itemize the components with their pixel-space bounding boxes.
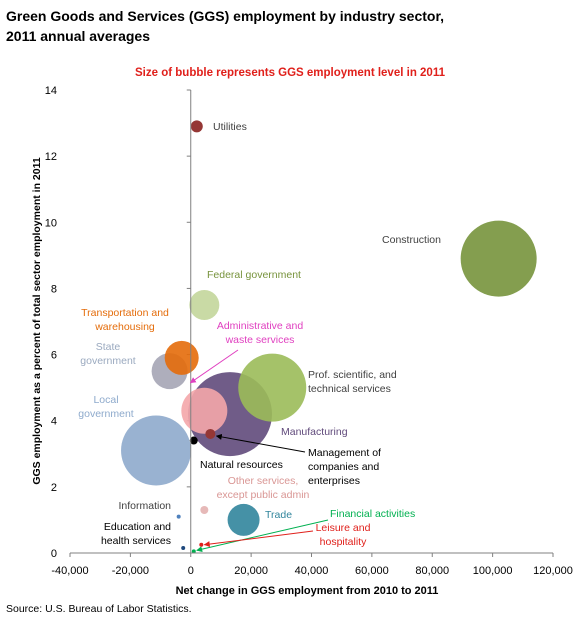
chart-title-line-2: 2011 annual averages — [6, 28, 150, 44]
bubble-label: Federal government — [207, 269, 301, 281]
bubble-point — [460, 220, 537, 297]
bubble-labels: Utilities Construction Federal government T… — [78, 121, 441, 548]
bubble-label: Administrative and waste services — [217, 320, 304, 346]
bubble-point — [191, 549, 196, 554]
bubble-point — [121, 415, 192, 486]
axis-ticks: -40,000 -20,000 0 20,000 40,000 60,000 80,000 1… — [45, 85, 573, 577]
bubble-point — [189, 289, 220, 320]
axes — [70, 90, 553, 554]
bubble-point — [189, 436, 198, 445]
chart-title-line-1: Green Goods and Services (GGS) employmen… — [6, 8, 445, 24]
x-tick-label: 120,000 — [533, 565, 573, 577]
callout-administrative — [189, 349, 239, 384]
x-tick-label: 100,000 — [473, 565, 513, 577]
y-tick-label: 14 — [45, 85, 57, 97]
bubble-label: Manufacturing — [281, 426, 348, 438]
bubble-label: Utilities — [213, 121, 247, 133]
x-tick-label: -40,000 — [51, 565, 88, 577]
bubble-label: Prof. scientific, and technical services — [308, 369, 397, 395]
bubble-point — [176, 514, 181, 519]
y-tick-label: 10 — [45, 217, 57, 229]
bubble-label: Transportation and warehousing — [81, 307, 169, 333]
source-note: Source: U.S. Bureau of Labor Statistics. — [6, 603, 192, 615]
bubble-label: Trade — [265, 509, 292, 521]
bubble-label: Financial activities — [330, 508, 415, 520]
x-tick-label: 20,000 — [234, 565, 268, 577]
callout-financial — [196, 519, 329, 553]
bubble-point — [181, 546, 186, 551]
x-tick-label: 40,000 — [295, 565, 329, 577]
bubble-label: Leisure and hospitality — [316, 522, 371, 548]
x-tick-label: 60,000 — [355, 565, 389, 577]
chart-title: Green Goods and Services (GGS) employmen… — [6, 6, 566, 46]
callout-management — [215, 433, 306, 453]
bubble-point — [164, 340, 199, 375]
x-tick-label: 80,000 — [415, 565, 449, 577]
y-tick-label: 6 — [51, 350, 57, 362]
bubble-chart: Size of bubble represents GGS employment… — [31, 67, 573, 597]
bubble-label: Construction — [382, 234, 441, 246]
callout-leisure — [203, 530, 314, 548]
y-tick-label: 12 — [45, 151, 57, 163]
bubble-label: State government — [80, 341, 136, 367]
y-axis-label: GGS employment as a percent of total sec… — [31, 157, 43, 485]
y-tick-label: 4 — [51, 416, 57, 428]
bubble-label: Natural resources — [200, 459, 283, 471]
x-axis-label: Net change in GGS employment from 2010 t… — [176, 585, 439, 597]
bubble-point — [190, 120, 203, 133]
bubble-point — [181, 387, 228, 434]
bubble-point — [227, 503, 260, 536]
callouts — [189, 349, 329, 553]
bubble-point — [205, 428, 216, 439]
y-tick-label: 0 — [51, 548, 57, 560]
bubble-point — [200, 506, 209, 515]
bubble-label: Information — [118, 500, 171, 512]
y-tick-label: 8 — [51, 283, 57, 295]
bubble-label: Management of companies and enterprises — [308, 447, 381, 487]
bubble-point — [238, 353, 307, 422]
bubble-point — [199, 542, 204, 547]
x-tick-label: -20,000 — [112, 565, 149, 577]
chart-subtitle: Size of bubble represents GGS employment… — [135, 67, 446, 79]
bubble-label: Other services, except public admin — [217, 475, 310, 501]
bubble-label: Education and health services — [101, 521, 171, 547]
y-tick-label: 2 — [51, 482, 57, 494]
bubble-label: Local government — [78, 394, 134, 420]
bubbles-layer — [121, 120, 537, 554]
x-tick-label: 0 — [188, 565, 194, 577]
